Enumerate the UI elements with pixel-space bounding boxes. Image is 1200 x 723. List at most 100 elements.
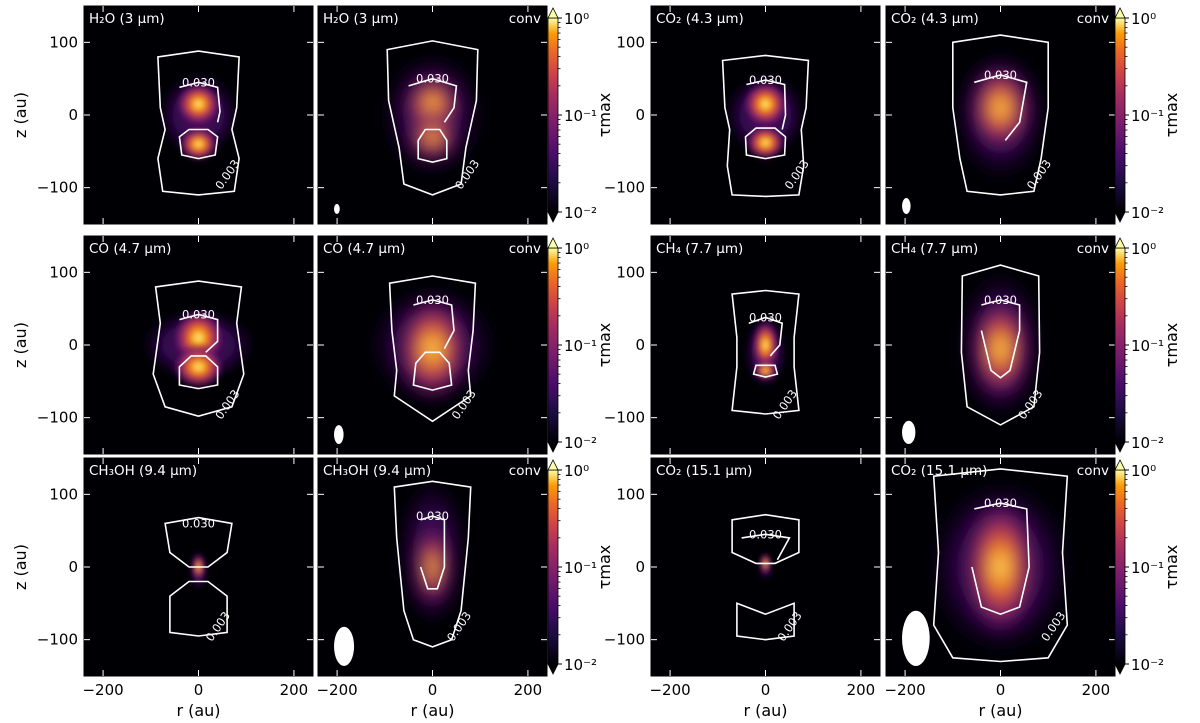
x-axis-label: r (au)	[410, 701, 454, 720]
colorbar-tick-label: 10⁻²	[1131, 204, 1164, 222]
contour-0.003	[731, 289, 800, 415]
y-tick-label: 100	[49, 33, 78, 51]
colorbar-extend-min	[547, 663, 559, 675]
contour-0.030	[178, 128, 219, 160]
colorbar: 10⁰ 10⁻¹ 10⁻² τmax	[1114, 459, 1181, 675]
y-tick-label: 0	[68, 106, 78, 124]
x-tick-label: 0	[194, 681, 204, 699]
emission-core	[752, 319, 779, 371]
x-tick-label: 0	[996, 681, 1006, 699]
colorbar-tick-label: 10⁰	[1131, 462, 1156, 480]
emission-core	[972, 297, 1029, 400]
contour-0.030	[179, 81, 221, 123]
species-label: CO₂ (15.1 μm)	[656, 463, 752, 479]
y-tick-label: −100	[37, 631, 78, 649]
emission-core	[175, 82, 222, 126]
colorbar-label: τmax	[1162, 323, 1181, 368]
x-tick-label: 0	[428, 681, 438, 699]
colorbar-scale	[547, 469, 559, 665]
colorbar: 10⁰ 10⁻¹ 10⁻² τmax	[1114, 7, 1181, 223]
species-label: CO₂ (4.3 μm)	[891, 11, 979, 27]
contour-0.030	[974, 74, 1028, 141]
conv-label: conv	[509, 463, 541, 479]
y-tick-label: 0	[635, 336, 645, 354]
contour-0.003	[952, 34, 1049, 196]
contour-label-0.030: 0.030	[182, 75, 215, 89]
contour-0.003	[152, 280, 245, 418]
x-axis-label: r (au)	[176, 701, 220, 720]
beam-ellipse	[902, 420, 916, 444]
x-tick-label: 200	[1082, 681, 1111, 699]
beam-ellipse	[334, 203, 340, 214]
colorbar-tick-label: 10⁰	[564, 240, 589, 258]
contour-label-0.030: 0.030	[182, 307, 215, 321]
contour-0.030	[746, 79, 787, 130]
contour-0.030	[179, 313, 219, 353]
contour-label-0.030: 0.030	[182, 516, 215, 530]
contour-0.030	[752, 364, 779, 378]
contour-0.030	[412, 351, 453, 391]
y-axis-label: z (au)	[11, 544, 30, 590]
contour-label-0.030: 0.030	[984, 496, 1017, 510]
colorbar: 10⁰ 10⁻¹ 10⁻² τmax	[547, 459, 614, 675]
y-tick-label: 100	[616, 263, 645, 281]
contour-0.030	[980, 299, 1021, 379]
colorbar-scale	[1114, 469, 1126, 665]
emission-core	[406, 75, 459, 134]
contour-0.003	[932, 468, 1069, 663]
colorbar-extend-max	[547, 7, 559, 19]
colorbar: 10⁰ 10⁻¹ 10⁻² τmax	[1114, 237, 1181, 453]
contour-0.003	[386, 40, 479, 196]
contour-label-0.030: 0.030	[749, 527, 782, 541]
y-tick-label: 0	[68, 336, 78, 354]
contour-0.003	[731, 513, 800, 565]
beam-ellipse	[334, 626, 355, 666]
contour-0.030	[419, 515, 446, 590]
species-label: CO (4.7 μm)	[323, 241, 405, 257]
colorbar-extend-max	[547, 237, 559, 249]
colorbar-extend-min	[1114, 663, 1126, 675]
y-tick-label: 100	[49, 263, 78, 281]
contour-label-0.030: 0.030	[416, 509, 449, 523]
y-tick-label: 0	[635, 106, 645, 124]
x-tick-label: −200	[649, 681, 690, 699]
contour-0.003	[164, 516, 233, 568]
colorbar-tick-label: 10⁻²	[564, 434, 597, 452]
conv-label: conv	[509, 241, 541, 257]
x-axis-label: r (au)	[743, 701, 787, 720]
y-tick-label: 100	[49, 485, 78, 503]
species-label: H₂O (3 μm)	[323, 11, 399, 27]
species-label: CO₂ (4.3 μm)	[656, 11, 744, 27]
colorbar: 10⁰ 10⁻¹ 10⁻² τmax	[547, 237, 614, 453]
contour-label-0.030: 0.030	[416, 293, 449, 307]
colorbar-label: τmax	[595, 545, 614, 590]
colorbar-extend-max	[1114, 459, 1126, 471]
colorbar-extend-min	[547, 211, 559, 223]
conv-label: conv	[509, 11, 541, 27]
colorbar-extend-max	[1114, 237, 1126, 249]
emission-core	[745, 125, 786, 161]
colorbar-label: τmax	[1162, 545, 1181, 590]
colorbar-scale	[1114, 17, 1126, 213]
colorbar-scale	[1114, 247, 1126, 443]
colorbar-scale	[547, 247, 559, 443]
contour-label-0.030: 0.030	[984, 293, 1017, 307]
contour-0.003	[157, 50, 240, 196]
contour-0.003	[960, 264, 1041, 426]
species-label: CH₃OH (9.4 μm)	[89, 463, 197, 479]
colorbar-extend-min	[1114, 441, 1126, 453]
y-tick-label: 0	[635, 558, 645, 576]
colorbar-extend-max	[547, 459, 559, 471]
contour-0.030	[408, 77, 458, 123]
contour-0.030	[741, 533, 791, 561]
contour-0.030	[744, 127, 787, 160]
x-tick-label: −200	[82, 681, 123, 699]
